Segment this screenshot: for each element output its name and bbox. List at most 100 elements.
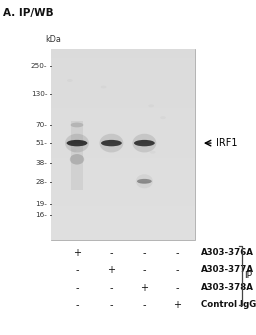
Bar (51, 68, 195, 70)
Ellipse shape (65, 134, 89, 152)
Bar (71, 121, 83, 190)
Bar (51, 230, 195, 232)
Text: IP: IP (244, 271, 252, 280)
Bar (51, 218, 195, 220)
Text: A303-377A: A303-377A (201, 265, 254, 274)
Text: 51-: 51- (36, 140, 47, 146)
Text: -: - (110, 248, 113, 258)
Bar (51, 204, 195, 206)
Text: 16-: 16- (36, 212, 47, 218)
Bar (51, 168, 195, 170)
Bar (51, 163, 195, 165)
Bar (51, 208, 195, 211)
Bar (51, 49, 195, 51)
Bar (51, 82, 195, 84)
Ellipse shape (100, 134, 123, 152)
Text: 38-: 38- (36, 160, 47, 166)
Ellipse shape (150, 151, 156, 154)
Bar (51, 187, 195, 189)
Bar (51, 151, 195, 153)
Ellipse shape (71, 149, 77, 152)
Bar (51, 108, 195, 111)
Bar (51, 139, 195, 142)
Text: 130-: 130- (31, 91, 47, 97)
Bar (51, 235, 195, 237)
Text: Control IgG: Control IgG (201, 300, 256, 309)
Bar (51, 178, 195, 180)
Ellipse shape (103, 143, 120, 146)
Bar (51, 75, 195, 77)
Bar (51, 106, 195, 108)
Bar (51, 87, 195, 89)
Bar (51, 175, 195, 178)
Text: -: - (110, 300, 113, 310)
Text: +: + (173, 300, 181, 310)
Bar (51, 127, 195, 130)
Bar (51, 94, 195, 96)
Bar (51, 142, 195, 144)
Bar (51, 80, 195, 82)
Bar (51, 61, 195, 63)
Bar (51, 182, 195, 185)
Bar (51, 51, 195, 53)
Bar (51, 237, 195, 240)
Text: +: + (108, 265, 115, 275)
Bar (51, 49, 195, 240)
Ellipse shape (138, 182, 151, 184)
Bar (51, 199, 195, 201)
Text: -: - (75, 283, 79, 293)
Text: -: - (75, 300, 79, 310)
Bar (51, 70, 195, 72)
Bar (51, 185, 195, 187)
Bar (51, 180, 195, 182)
Text: -: - (110, 283, 113, 293)
Text: -: - (176, 283, 179, 293)
Bar (51, 72, 195, 75)
Bar (51, 192, 195, 194)
Ellipse shape (101, 140, 122, 146)
Text: IRF1: IRF1 (216, 138, 237, 148)
Bar (51, 123, 195, 125)
Bar (51, 134, 195, 137)
Bar (51, 149, 195, 151)
Text: A. IP/WB: A. IP/WB (3, 8, 53, 18)
Ellipse shape (70, 154, 84, 164)
Bar (51, 118, 195, 120)
Text: -: - (143, 248, 146, 258)
Bar (51, 225, 195, 227)
Text: -: - (143, 265, 146, 275)
Bar (51, 63, 195, 65)
Ellipse shape (134, 140, 155, 146)
Text: A303-378A: A303-378A (201, 283, 254, 292)
Bar (51, 220, 195, 223)
Bar (51, 197, 195, 199)
Bar (51, 213, 195, 216)
Bar (51, 56, 195, 58)
Bar (51, 161, 195, 163)
Bar (51, 194, 195, 197)
Bar (51, 65, 195, 68)
Text: -: - (176, 248, 179, 258)
Bar (51, 206, 195, 208)
Text: -: - (143, 300, 146, 310)
Text: +: + (140, 283, 148, 293)
Ellipse shape (101, 85, 106, 88)
Text: A303-376A: A303-376A (201, 248, 254, 257)
Bar (51, 104, 195, 106)
Ellipse shape (132, 134, 156, 152)
Bar (51, 89, 195, 91)
Bar (51, 120, 195, 123)
Bar (51, 232, 195, 235)
Bar (51, 96, 195, 99)
Ellipse shape (135, 143, 153, 146)
Bar (51, 156, 195, 158)
Bar (51, 223, 195, 225)
Bar (51, 115, 195, 118)
Bar (51, 173, 195, 175)
Bar (51, 137, 195, 139)
Ellipse shape (137, 179, 152, 184)
Text: 28-: 28- (36, 179, 47, 185)
Bar (51, 144, 195, 146)
Ellipse shape (67, 140, 87, 146)
Bar (51, 189, 195, 192)
